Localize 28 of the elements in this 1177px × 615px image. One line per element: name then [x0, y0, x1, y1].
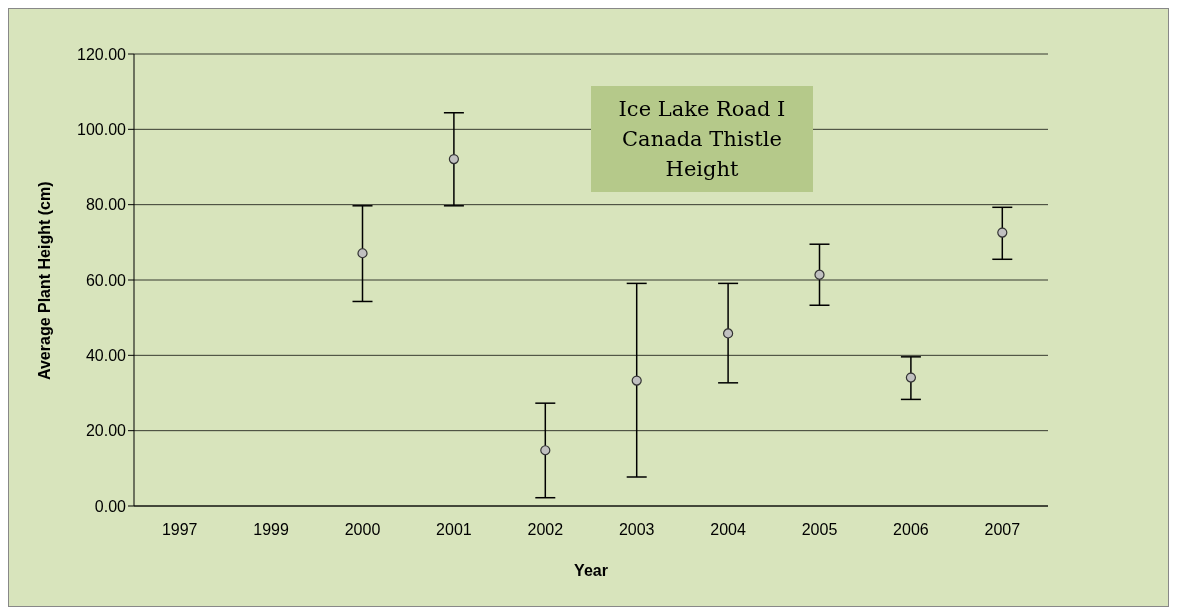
x-tick-label: 2000 — [344, 521, 381, 539]
point — [448, 153, 460, 165]
point — [997, 227, 1008, 238]
text: Ice Lake Road I Canada Thistle Height — [617, 96, 787, 183]
y-tick-label: 80.00 — [85, 196, 127, 214]
x-tick-label: 1999 — [253, 521, 289, 539]
y-tick-label: 40.00 — [85, 347, 127, 365]
y-tick-label: 60.00 — [85, 271, 127, 289]
x-tick-label: 2001 — [436, 521, 472, 539]
point — [631, 375, 642, 386]
point — [905, 372, 917, 383]
x-tick-label: 2005 — [801, 521, 838, 539]
point — [722, 328, 734, 339]
y-tick-label: 120.00 — [77, 45, 127, 63]
x-tick-label: 2007 — [984, 521, 1021, 539]
point — [357, 248, 368, 259]
x-axis-title: Year — [574, 562, 608, 579]
y-tick-label: 0.00 — [94, 497, 127, 515]
y-tick-label: 100.00 — [77, 121, 127, 139]
x-tick-label: 2002 — [527, 521, 564, 539]
point — [814, 269, 825, 280]
x-tick-label: 1997 — [161, 521, 198, 539]
x-tick-label: 2003 — [618, 521, 655, 539]
point — [540, 445, 551, 456]
y-axis-title: Average Plant Height (cm) — [35, 181, 53, 380]
x-tick-label: 2006 — [893, 521, 929, 539]
x-tick-label: 2004 — [710, 521, 746, 539]
y-tick-label: 20.00 — [85, 422, 127, 440]
